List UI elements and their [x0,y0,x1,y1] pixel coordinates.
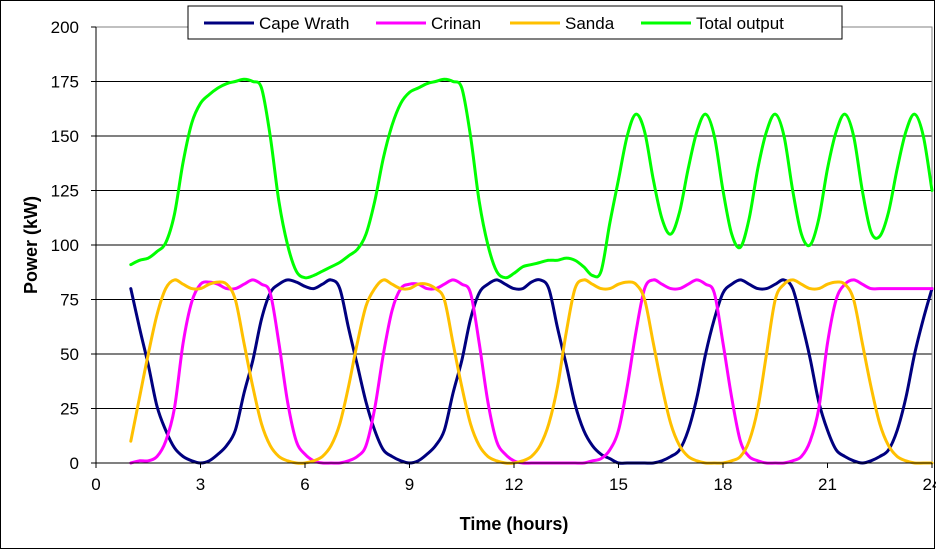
y-tick-label: 150 [51,127,79,146]
x-tick-label: 9 [405,475,414,494]
series-line-sanda [129,278,934,465]
axes [91,26,933,468]
x-tick-label: 24 [923,475,936,494]
x-axis-title: Time (hours) [460,514,569,534]
x-tick-label: 6 [300,475,309,494]
x-tick-label: 18 [714,475,733,494]
y-tick-label: 50 [60,345,79,364]
x-tick-label: 15 [609,475,628,494]
legend-box [187,5,843,40]
legend-label: Cape Wrath [259,14,349,33]
x-tick-label: 3 [196,475,205,494]
x-tick-label: 21 [818,475,837,494]
y-tick-label: 175 [51,73,79,92]
series-line-cape-wrath [129,278,934,465]
y-tick-label: 0 [70,454,79,473]
x-tick-label: 0 [91,475,100,494]
y-tick-label: 25 [60,400,79,419]
tick-labels: 0 25 50 75 100 125 150 175 200 0 3 6 9 12 15 18 21 24 [51,18,936,494]
legend-label: Sanda [565,14,615,33]
x-tick-label: 12 [505,475,524,494]
y-tick-label: 100 [51,236,79,255]
legend-label: Crinan [431,14,481,33]
legend: Cape Wrath Crinan Sanda Total output [187,5,843,40]
series-line-total-output [129,77,934,280]
y-tick-label: 125 [51,182,79,201]
y-tick-label: 200 [51,18,79,37]
series-layer [129,77,934,465]
y-axis-title: Power (kW) [21,196,41,294]
legend-label: Total output [696,14,784,33]
y-tick-label: 75 [60,291,79,310]
